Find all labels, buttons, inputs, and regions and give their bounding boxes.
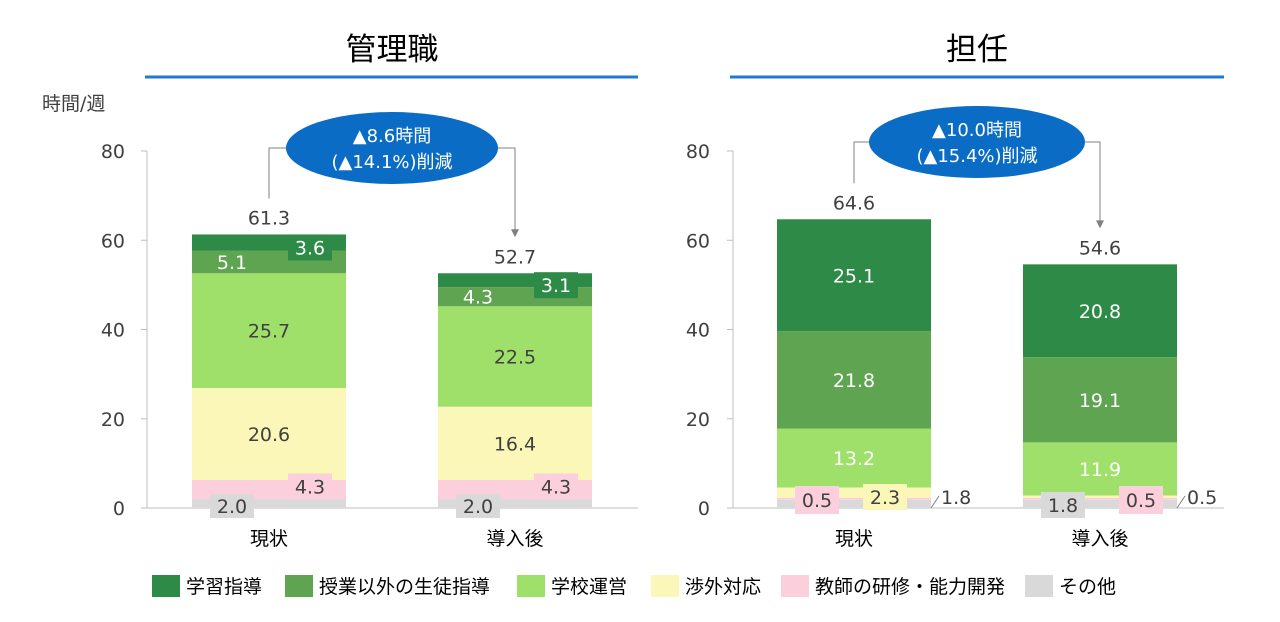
- data-label: 4.3: [295, 476, 325, 498]
- leader-line: [1176, 495, 1186, 509]
- callout-connector-right: [1085, 141, 1101, 227]
- data-label-box: [795, 486, 839, 514]
- bar-segment: [192, 387, 346, 480]
- y-tick-label: 80: [686, 141, 710, 163]
- bar-segment: [1023, 497, 1177, 500]
- x-category-label: 現状: [250, 528, 288, 550]
- bar-total-label: 52.7: [494, 246, 536, 268]
- bar-segment: [438, 406, 592, 480]
- data-label: 2.3: [870, 487, 900, 509]
- data-label: 2.0: [463, 496, 493, 518]
- data-label: 21.8: [833, 370, 875, 392]
- legend-label: 教師の研修・能力開発: [815, 576, 1005, 598]
- bar-segment: [438, 499, 592, 508]
- callout-bubble: [286, 112, 498, 184]
- data-label: 20.8: [1079, 301, 1121, 323]
- data-label: 0.5: [1187, 487, 1217, 509]
- data-label-box: [456, 494, 500, 518]
- data-label: 16.4: [494, 433, 536, 455]
- y-tick-label: 0: [113, 498, 125, 520]
- data-label: 1.8: [1048, 495, 1078, 517]
- callout-line-1: ▲10.0時間: [932, 120, 1022, 141]
- x-category-label: 導入後: [1071, 528, 1128, 550]
- data-label-box: [288, 473, 332, 500]
- data-label: 5.1: [217, 252, 247, 274]
- callout-connector-right: [498, 147, 516, 236]
- bar-segment: [777, 487, 931, 498]
- y-tick-label: 60: [686, 230, 710, 252]
- bar-total-label: 61.3: [248, 207, 290, 229]
- legend-label: その他: [1059, 576, 1116, 598]
- data-label-box: [210, 494, 254, 518]
- bar-segment: [1023, 264, 1177, 358]
- data-label: 13.2: [833, 448, 875, 470]
- x-category-label: 導入後: [486, 528, 543, 550]
- panel-title: 管理職: [346, 32, 439, 68]
- legend-label: 渉外対応: [685, 576, 761, 598]
- legend-swatch: [152, 575, 180, 597]
- x-category-label: 現状: [835, 528, 873, 550]
- bar-segment: [777, 499, 931, 508]
- callout-connector-left: [853, 141, 869, 184]
- legend-swatch: [285, 575, 313, 597]
- leader-line: [930, 495, 940, 509]
- bar-total-label: 64.6: [833, 192, 875, 214]
- bar-segment: [1023, 495, 1177, 498]
- bar-segment: [192, 499, 346, 508]
- callout-line-1: ▲8.6時間: [353, 126, 431, 147]
- y-tick-label: 80: [101, 141, 125, 163]
- bar-segment: [1023, 499, 1177, 508]
- callout-connector-left: [268, 147, 286, 199]
- bar-segment: [777, 428, 931, 488]
- y-tick-label: 60: [101, 230, 125, 252]
- bar-segment: [1023, 357, 1177, 443]
- panel-title: 担任: [946, 32, 1008, 68]
- data-label: 25.1: [833, 265, 875, 287]
- y-tick-label: 0: [698, 498, 710, 520]
- legend-swatch: [651, 575, 679, 597]
- y-tick-label: 40: [101, 320, 125, 342]
- callout-arrowhead: [1096, 220, 1104, 229]
- legend-label: 学校運営: [551, 576, 627, 598]
- bar-segment: [777, 497, 931, 500]
- data-label-box: [863, 484, 907, 510]
- data-label: 20.6: [248, 424, 290, 446]
- data-label: 2.0: [217, 496, 247, 518]
- bar-segment: [438, 306, 592, 407]
- callout-bubble: [869, 106, 1085, 178]
- data-label-box: [288, 234, 332, 261]
- data-label-box: [534, 473, 578, 500]
- data-label-box: [1119, 486, 1163, 514]
- y-tick-label: 40: [686, 320, 710, 342]
- bar-segment: [777, 219, 931, 332]
- legend-label: 学習指導: [186, 576, 262, 598]
- data-label: 22.5: [494, 346, 536, 368]
- data-label: 3.6: [295, 237, 325, 259]
- data-label: 4.3: [463, 287, 493, 309]
- bar-segment: [192, 273, 346, 388]
- y-axis-unit-label: 時間/週: [42, 93, 105, 115]
- callout-arrowhead: [511, 229, 519, 238]
- data-label-box: [534, 272, 578, 299]
- data-label: 25.7: [248, 321, 290, 343]
- data-label: 0.5: [802, 490, 832, 512]
- data-label: 1.8: [941, 487, 971, 509]
- data-label: 19.1: [1079, 390, 1121, 412]
- legend-swatch: [781, 575, 809, 597]
- bar-total-label: 54.6: [1079, 237, 1121, 259]
- data-label: 3.1: [541, 275, 571, 297]
- data-label: 4.3: [541, 476, 571, 498]
- y-tick-label: 20: [101, 409, 125, 431]
- callout-line-2: (▲15.4%)削減: [916, 146, 1037, 167]
- data-label: 0.5: [1126, 490, 1156, 512]
- legend-label: 授業以外の生徒指導: [319, 576, 490, 598]
- legend-swatch: [1025, 575, 1053, 597]
- callout-line-2: (▲14.1%)削減: [331, 152, 452, 173]
- data-label: 11.9: [1079, 459, 1121, 481]
- bar-segment: [777, 331, 931, 429]
- y-tick-label: 20: [686, 409, 710, 431]
- data-label-box: [1041, 492, 1085, 518]
- legend-swatch: [517, 575, 545, 597]
